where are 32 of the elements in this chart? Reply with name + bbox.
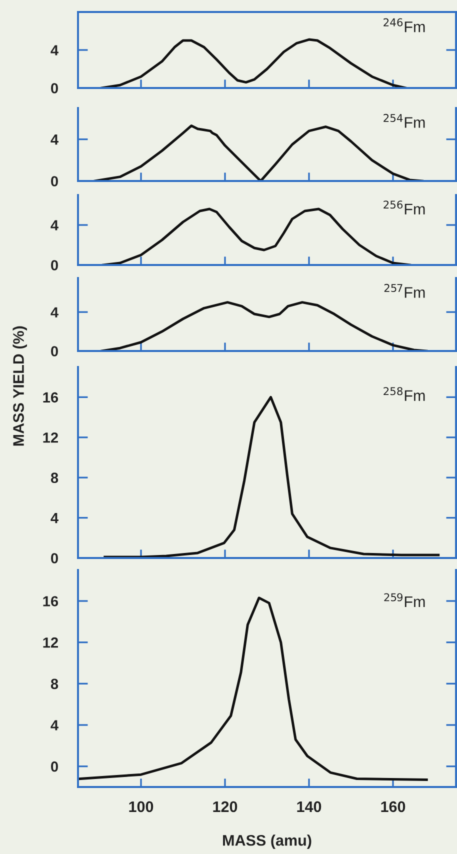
annotation: $^{259}$Fm [384,593,425,607]
y-tick-label: 0 [51,83,58,94]
y-tick-label: 12 [43,637,58,648]
annotation: $^{258}$Fm [384,387,425,401]
x-tick-label: 160 [381,801,406,812]
x-tick-label: 120 [213,801,238,812]
y-tick-label: 4 [50,134,58,145]
annotation: $^{254}$Fm [384,114,425,128]
y-tick-label: 4 [50,513,58,524]
y-tick-label: 0 [51,761,58,772]
y-tick-label: 4 [50,720,58,730]
x-axis-title: MASS (amu) [223,834,312,849]
x-tick-label: 140 [297,801,322,812]
y-tick-label: 12 [43,432,58,443]
annotation: $^{257}$Fm [384,284,425,298]
annotation: $^{256}$Fm [384,200,425,214]
y-tick-label: 4 [50,307,58,318]
y-tick-label: 8 [50,472,58,484]
y-axis-title: MASS YIELD (%) [12,326,27,446]
line-series [100,38,407,88]
y-tick-label: 0 [51,346,58,356]
y-tick-label: 4 [50,220,58,230]
y-tick-label: 0 [51,260,58,270]
annotation: $^{246}$Fm [384,18,425,32]
line-series [100,301,428,351]
x-tick-label: 100 [129,801,154,812]
y-tick-label: 0 [51,176,58,186]
y-tick-label: 16 [43,596,58,606]
y-tick-label: 8 [50,678,58,690]
y-tick-label: 16 [43,392,58,403]
y-tick-label: 4 [50,45,58,56]
y-tick-label: 0 [51,553,58,564]
